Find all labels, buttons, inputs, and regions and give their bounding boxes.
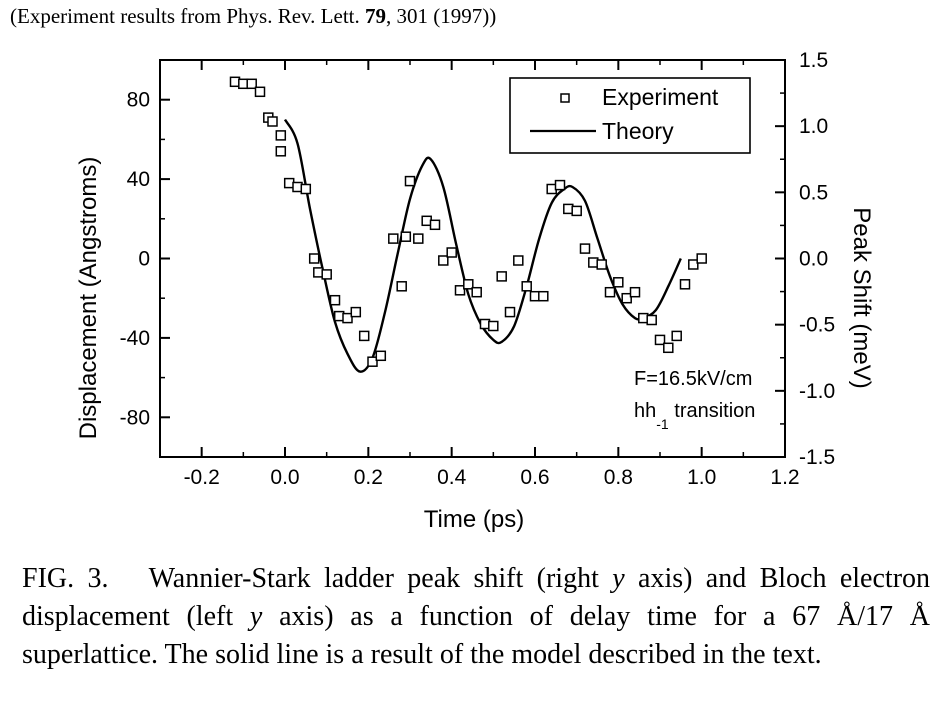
caption-label: FIG. 3. bbox=[22, 563, 109, 594]
experiment-point bbox=[446, 247, 457, 258]
legend-box bbox=[509, 77, 751, 154]
caption-var-1: y bbox=[612, 563, 625, 594]
experiment-point bbox=[621, 292, 632, 304]
annotation-transition-main: hh bbox=[634, 400, 656, 422]
experiment-point bbox=[313, 267, 324, 278]
y2-tick-label: -1.0 bbox=[799, 380, 835, 403]
theory-series bbox=[283, 118, 682, 373]
caption-part-3: axis) as a function of delay time for a … bbox=[22, 601, 931, 670]
source-note-prefix: (Experiment results from Phys. Rev. Lett… bbox=[10, 4, 365, 28]
experiment-point bbox=[496, 271, 507, 282]
experiment-point bbox=[254, 86, 266, 98]
experiment-point bbox=[404, 175, 416, 187]
y-axis-ticks: 80 40 0 -40 -80 bbox=[120, 89, 170, 429]
experiment-point bbox=[246, 78, 257, 90]
y-tick-label: -40 bbox=[120, 327, 150, 350]
experiment-point bbox=[504, 306, 516, 318]
experiment-point bbox=[438, 255, 449, 266]
legend: Experiment Theory bbox=[509, 77, 751, 154]
experiment-point bbox=[329, 294, 341, 306]
y-tick-label: 0 bbox=[138, 248, 150, 271]
annotation-transition: hh-1 transition bbox=[634, 400, 755, 432]
x-tick-label: -0.2 bbox=[184, 466, 220, 489]
experiment-point bbox=[579, 243, 591, 254]
x-tick-label: 0.0 bbox=[270, 466, 299, 489]
experiment-point bbox=[267, 116, 278, 127]
x-tick-label: 0.6 bbox=[520, 466, 549, 489]
experiment-point bbox=[679, 279, 691, 290]
caption-part-2: axis) and Bloch electron displacement (l… bbox=[22, 563, 931, 632]
experiment-point bbox=[646, 314, 657, 326]
y2-tick-label: 0.0 bbox=[799, 248, 828, 271]
experiment-point bbox=[300, 183, 312, 195]
x-axis-title: Time (ps) bbox=[424, 506, 524, 533]
experiment-point bbox=[396, 281, 407, 292]
experiment-point bbox=[688, 259, 699, 270]
experiment-point bbox=[538, 290, 549, 302]
experiment-point bbox=[413, 233, 424, 244]
y2-tick-label: 0.5 bbox=[799, 181, 828, 204]
experiment-point bbox=[358, 330, 370, 342]
source-note-suffix: , 301 (1997)) bbox=[386, 4, 497, 28]
experiment-series bbox=[229, 76, 707, 367]
theory-line bbox=[283, 118, 682, 373]
y2-tick-label: -0.5 bbox=[799, 314, 835, 337]
experiment-point bbox=[696, 253, 707, 264]
y-axis-title: Displacement (Angstroms) bbox=[75, 157, 102, 440]
y-tick-label: 80 bbox=[127, 89, 150, 112]
y2-tick-label: 1.0 bbox=[799, 115, 828, 138]
experiment-point bbox=[400, 231, 412, 242]
annotation-transition-sub: -1 bbox=[656, 416, 669, 432]
annotation-transition-rest: transition bbox=[669, 400, 756, 422]
experiment-point bbox=[471, 286, 482, 298]
experiment-point bbox=[554, 179, 566, 191]
experiment-point bbox=[375, 350, 387, 362]
y2-tick-label: 1.5 bbox=[799, 49, 828, 72]
annotation: F=16.5kV/cm hh-1 transition bbox=[634, 368, 755, 432]
x-tick-label: 1.2 bbox=[770, 466, 799, 489]
experiment-point bbox=[454, 285, 466, 296]
experiment-point bbox=[654, 334, 666, 346]
legend-experiment-label: Experiment bbox=[602, 84, 719, 110]
experiment-point bbox=[388, 233, 399, 244]
experiment-point bbox=[521, 281, 532, 292]
x-tick-label: 0.2 bbox=[354, 466, 383, 489]
experiment-point bbox=[596, 259, 607, 270]
experiment-point bbox=[629, 286, 641, 298]
experiment-point bbox=[513, 255, 524, 266]
caption-part-1: Wannier-Stark ladder peak shift (right bbox=[148, 563, 613, 594]
experiment-point bbox=[613, 277, 624, 288]
experiment-point bbox=[463, 279, 474, 290]
experiment-point bbox=[663, 342, 674, 354]
experiment-point bbox=[488, 320, 499, 332]
y2-tick-label: -1.5 bbox=[799, 446, 835, 469]
y2-axis-ticks: 1.5 1.0 0.5 0.0 -0.5 -1.0 -1.5 bbox=[775, 49, 835, 469]
experiment-point bbox=[571, 205, 582, 217]
y-tick-label: -80 bbox=[120, 406, 150, 429]
experiment-point bbox=[604, 286, 616, 298]
experiment-point bbox=[429, 219, 441, 231]
experiment-point bbox=[321, 269, 332, 280]
y2-axis-title: Peak Shift (meV) bbox=[848, 207, 875, 388]
x-tick-label: 0.4 bbox=[437, 466, 467, 489]
experiment-point bbox=[350, 306, 362, 318]
experiment-point bbox=[275, 146, 287, 157]
experiment-point bbox=[367, 356, 378, 367]
legend-theory-label: Theory bbox=[602, 118, 674, 144]
figure-caption: FIG. 3. Wannier-Stark ladder peak shift … bbox=[22, 560, 930, 674]
x-tick-label: 0.8 bbox=[604, 466, 633, 489]
legend-experiment-marker bbox=[560, 93, 570, 103]
experiment-point bbox=[342, 312, 353, 324]
y-tick-label: 40 bbox=[127, 168, 150, 191]
experiment-point bbox=[671, 330, 682, 342]
x-tick-label: 1.0 bbox=[687, 466, 716, 489]
source-note-volume: 79 bbox=[365, 4, 386, 28]
figure-chart: -0.2 0.0 0.2 0.4 0.6 0.8 1.0 1.2 80 40 0 -40 -80 1.… bbox=[75, 49, 875, 533]
experiment-point bbox=[308, 253, 320, 264]
experiment-point bbox=[275, 130, 287, 141]
source-note: (Experiment results from Phys. Rev. Lett… bbox=[10, 4, 496, 29]
annotation-field: F=16.5kV/cm bbox=[634, 368, 752, 390]
x-axis-ticks: -0.2 0.0 0.2 0.4 0.6 0.8 1.0 1.2 bbox=[184, 60, 800, 489]
caption-var-2: y bbox=[249, 601, 263, 632]
